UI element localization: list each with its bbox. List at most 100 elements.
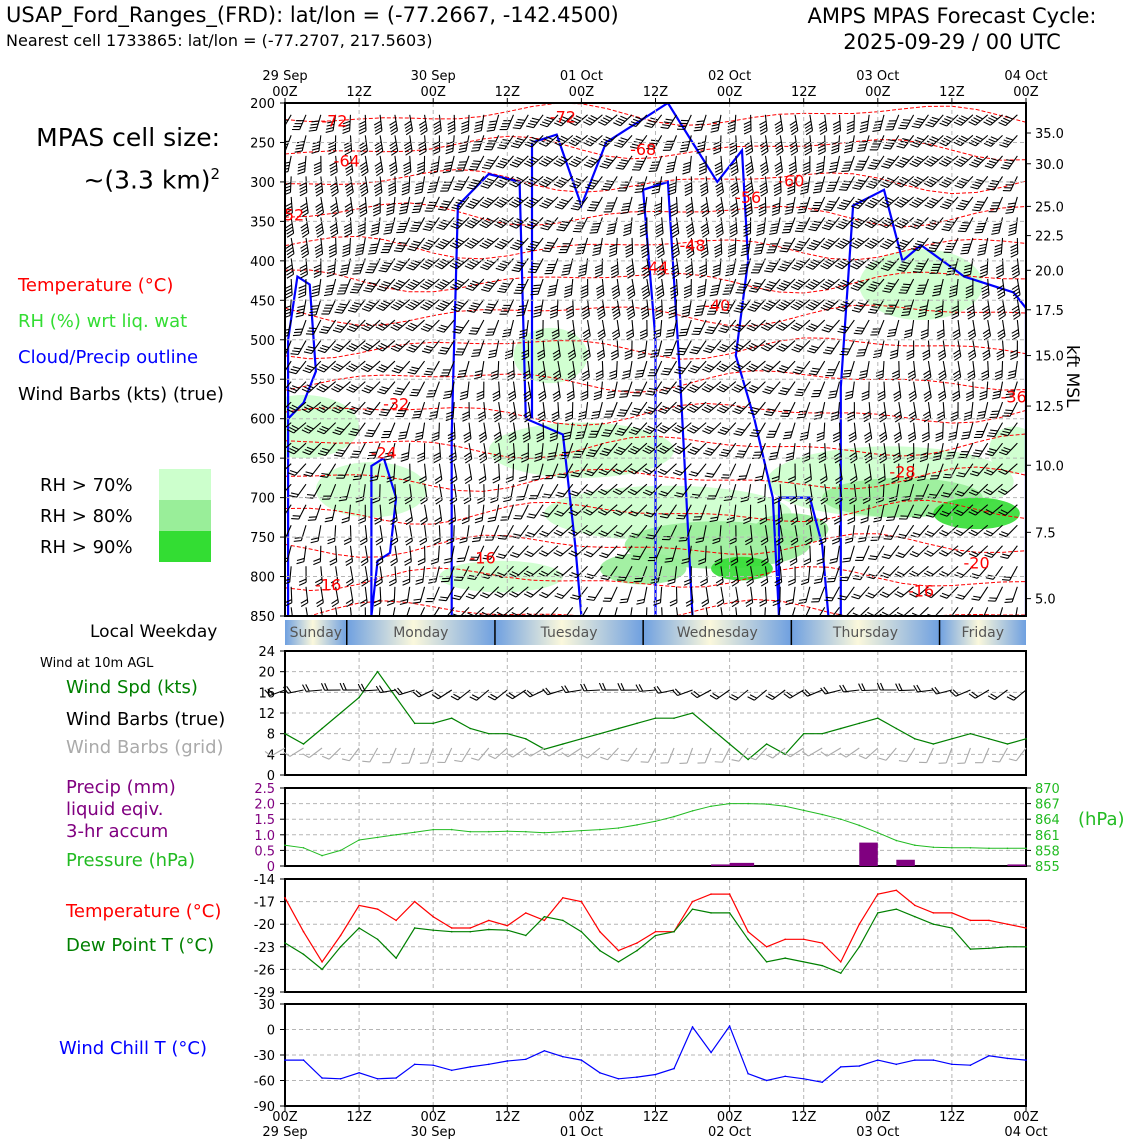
wind-barb-194 (389, 504, 398, 525)
barb-feather (395, 343, 403, 348)
barb-feather (478, 431, 486, 437)
barb-feather (449, 499, 457, 505)
wind-barb-363 (492, 381, 501, 402)
wind-barb-167 (369, 463, 381, 482)
barb-feather (525, 248, 534, 252)
barb-feather (423, 325, 431, 330)
wind-barb-586 (624, 340, 633, 360)
barb-feather (479, 244, 487, 249)
barb-feather (365, 287, 373, 290)
barb-feather (494, 203, 502, 208)
wind-barb-275 (447, 114, 456, 135)
wind-barb-376 (497, 135, 514, 150)
barb-feather (459, 161, 467, 163)
barb-feather (507, 376, 515, 381)
barb-feather (415, 431, 424, 435)
wind-barb-863 (778, 381, 796, 396)
barb-feather (759, 120, 767, 126)
wind-barb-679 (685, 196, 694, 218)
wind-barb-715 (686, 422, 707, 434)
barb-feather (541, 202, 550, 207)
barb-feather (666, 332, 675, 335)
barb-feather (833, 127, 841, 132)
barbs-true-label: Wind Barbs (true) (66, 709, 226, 730)
wind-barb-70 (310, 525, 322, 544)
barb-staff (740, 422, 752, 436)
wind-barb-677 (682, 155, 692, 175)
barb-feather (425, 345, 434, 349)
barb-feather (344, 182, 352, 188)
barb-feather (772, 202, 780, 207)
barb-feather (359, 209, 367, 214)
barb-feather (518, 478, 527, 483)
barb-feather (547, 290, 556, 294)
wind-barb-406 (510, 237, 529, 251)
wind-barb-606 (640, 237, 650, 259)
wind-barb-212 (391, 360, 411, 374)
barb-feather (285, 386, 286, 390)
barb-feather (348, 365, 356, 370)
barb-feather (417, 161, 425, 166)
wind-barb-123 (345, 586, 354, 608)
wind-barb-738 (701, 381, 722, 393)
barb-feather (473, 376, 482, 380)
wind-barb-47 (298, 566, 307, 586)
wind-barb-217 (402, 463, 411, 484)
barb-feather (326, 284, 335, 287)
barb-feather (498, 287, 507, 291)
barb-feather (286, 270, 294, 276)
wind-barb-405 (509, 217, 529, 229)
barb-feather (325, 287, 334, 290)
wind-barb-222 (402, 566, 411, 586)
barb-feather (541, 530, 549, 535)
barb-feather (594, 267, 603, 272)
cell-size-sup: 2 (210, 165, 220, 183)
wind-barb-800 (759, 114, 768, 135)
forecast-cycle-line2: 2025-09-29 / 00 UTC (843, 30, 1061, 54)
barb-feather (374, 188, 382, 194)
barb-staff (778, 196, 781, 213)
barb-feather (365, 322, 374, 327)
barb-feather (505, 352, 513, 357)
barb-feather (486, 197, 495, 202)
barb-feather (817, 147, 826, 152)
barb-feather (546, 266, 555, 269)
barb-feather (534, 452, 543, 456)
wind-barb-187 (376, 360, 396, 373)
wind-barb-926 (831, 135, 841, 155)
barb-feather (478, 452, 486, 458)
wind-barb-654 (669, 196, 679, 217)
barb-feather (620, 211, 629, 215)
barb-feather (410, 301, 418, 307)
barb-feather (313, 171, 322, 176)
barb-feather (536, 431, 544, 436)
barb-feather (470, 330, 478, 332)
barb-staff (703, 135, 707, 152)
barb-feather (459, 537, 468, 541)
barb-feather (487, 519, 496, 523)
wind-barb-876 (803, 135, 813, 156)
wind-barb-95 (327, 525, 337, 545)
barb-feather (487, 281, 495, 285)
barb-feather (594, 270, 603, 275)
barb-feather (472, 537, 481, 540)
wind-barb-367 (492, 463, 501, 484)
barb-staff (804, 196, 811, 213)
barb-staff (592, 176, 603, 190)
barb-feather (313, 558, 321, 562)
barb-feather (816, 434, 825, 439)
barb-feather (501, 197, 509, 202)
barb-feather (294, 536, 303, 539)
wind-barb-440 (536, 422, 545, 443)
barb-feather (397, 228, 406, 231)
barb-feather (480, 185, 489, 189)
wind-barb-274 (430, 607, 440, 616)
barb-staff (433, 381, 440, 397)
barb-feather (309, 126, 318, 129)
wind-barb-108 (336, 278, 351, 295)
barb-feather (407, 248, 415, 252)
wind-barb-191 (383, 443, 396, 461)
wind-barb-303 (453, 176, 470, 191)
barb-feather (356, 243, 365, 247)
barb-feather (730, 232, 738, 238)
